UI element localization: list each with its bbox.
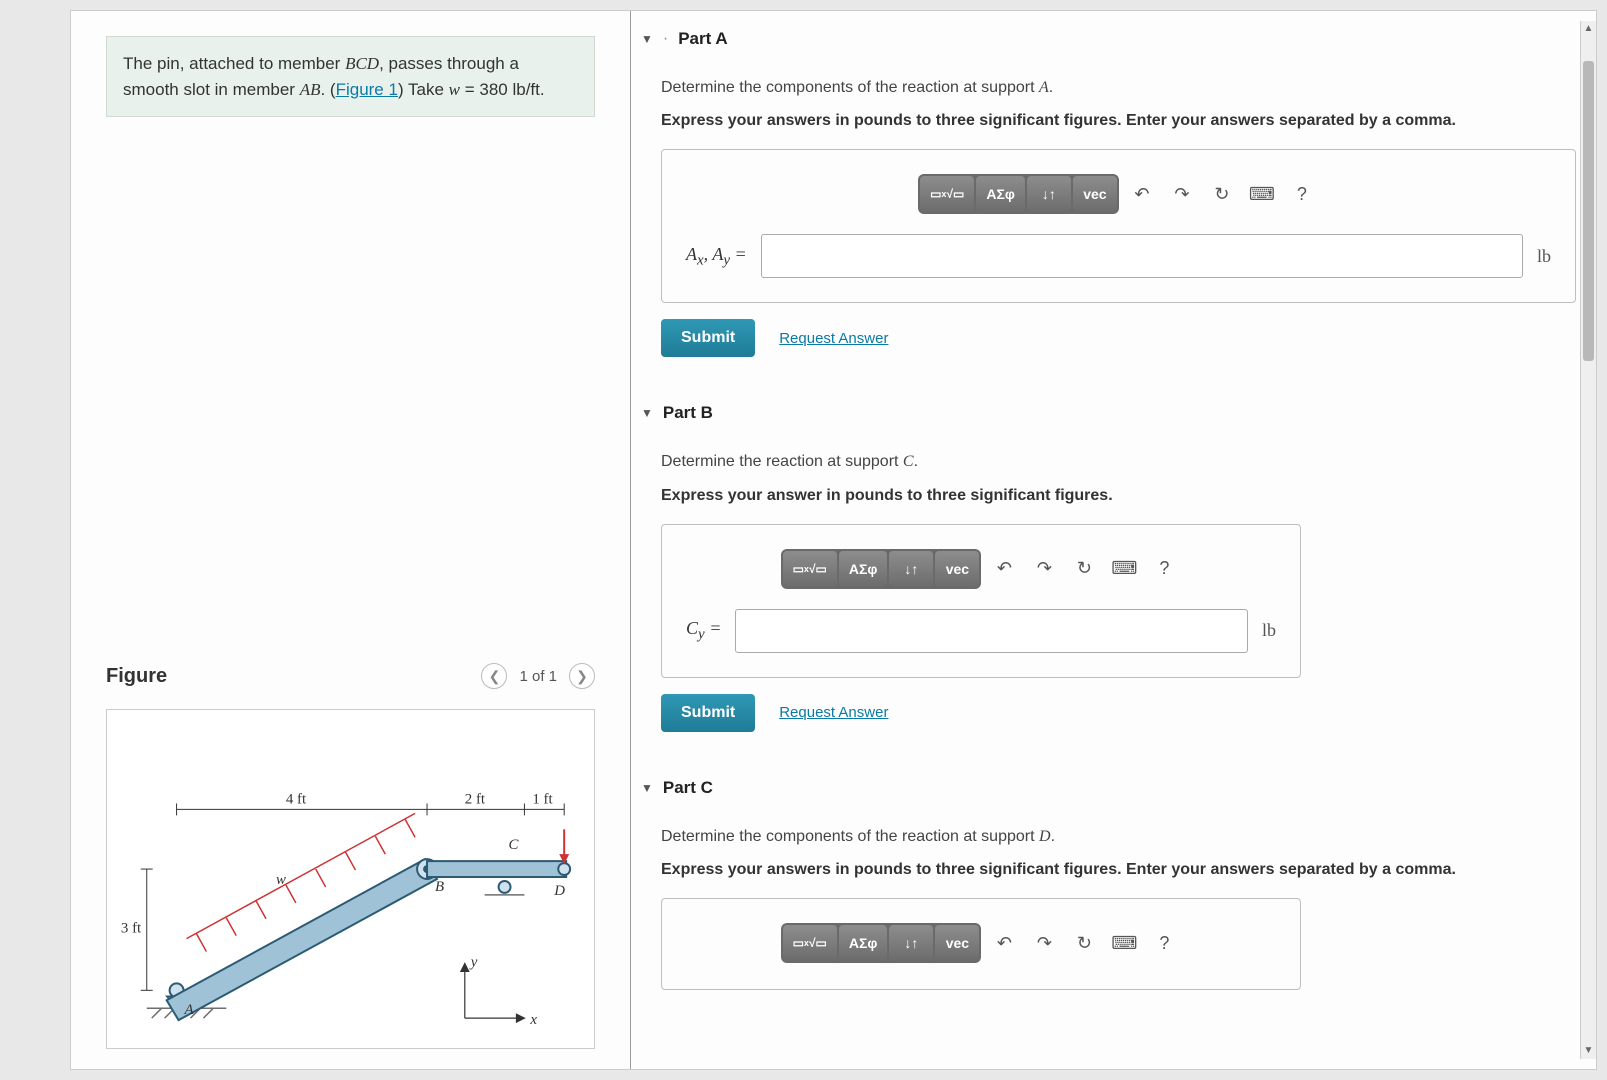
help-button[interactable]: ? [1285,176,1319,212]
figure-next-button[interactable]: ❯ [569,663,595,689]
figure-pager: ❮ 1 of 1 ❯ [481,663,595,689]
part-b-body: Determine the reaction at support C. Exp… [641,441,1576,759]
subsup-button[interactable]: ↓↑ [889,925,933,961]
redo-button[interactable]: ↷ [1027,551,1061,587]
keyboard-button[interactable]: ⌨ [1107,925,1141,961]
part-a-title: Part A [678,29,727,49]
part-a-answer-box: ▭x√▭ ΑΣφ ↓↑ vec ↶ ↷ ↻ ⌨ ? Ax, Ay = lb [661,149,1576,303]
axis-x: x [529,1012,537,1028]
undo-button[interactable]: ↶ [1125,176,1159,212]
figure-link[interactable]: Figure 1 [336,80,398,99]
label-b: B [435,879,444,895]
templates-button[interactable]: ▭x√▭ [920,176,974,212]
part-b-format: Express your answer in pounds to three s… [661,484,1576,508]
problem-text: . ( [320,80,335,99]
caret-down-icon: ▼ [641,32,653,46]
scroll-up-icon[interactable]: ▲ [1581,21,1596,37]
dim-4ft: 4 ft [286,791,307,807]
dim-1ft: 1 ft [532,791,553,807]
subsup-button[interactable]: ↓↑ [889,551,933,587]
part-c-header[interactable]: ▼ Part C [641,760,1576,816]
reset-button[interactable]: ↻ [1067,551,1101,587]
scroll-thumb[interactable] [1583,61,1594,361]
help-button[interactable]: ? [1147,551,1181,587]
label-w: w [276,872,286,888]
part-b-answer-box: ▭x√▭ ΑΣφ ↓↑ vec ↶ ↷ ↻ ⌨ ? Cy = lb [661,524,1301,678]
w-value: = 380 lb/ft. [460,80,545,99]
redo-button[interactable]: ↷ [1027,925,1061,961]
scroll-down-icon[interactable]: ▼ [1581,1043,1596,1059]
help-button[interactable]: ? [1147,925,1181,961]
greek-button[interactable]: ΑΣφ [976,176,1025,212]
math-toolbar-a: ▭x√▭ ΑΣφ ↓↑ vec ↶ ↷ ↻ ⌨ ? [686,174,1551,214]
part-b-var-label: Cy = [686,618,721,644]
part-b-unit: lb [1262,620,1276,641]
templates-button[interactable]: ▭x√▭ [783,925,837,961]
undo-button[interactable]: ↶ [987,551,1021,587]
keyboard-button[interactable]: ⌨ [1107,551,1141,587]
problem-text: ) Take [398,80,449,99]
dim-2ft: 2 ft [465,791,486,807]
part-b-instruction: Determine the reaction at support C. [661,451,1576,473]
part-a-unit: lb [1537,246,1551,267]
member-ab: AB [300,80,321,99]
reset-button[interactable]: ↻ [1067,925,1101,961]
math-toolbar-c: ▭x√▭ ΑΣφ ↓↑ vec ↶ ↷ ↻ ⌨ ? [686,923,1276,963]
part-a-body: Determine the components of the reaction… [641,67,1576,385]
part-c-title: Part C [663,778,713,798]
undo-button[interactable]: ↶ [987,925,1021,961]
answer-panel: ▼ · Part A Determine the components of t… [631,11,1596,1069]
part-b-request-answer[interactable]: Request Answer [779,704,888,721]
templates-button[interactable]: ▭x√▭ [783,551,837,587]
figure-panel: Figure ❮ 1 of 1 ❯ [71,643,630,1069]
member-bcd: BCD [345,54,379,73]
part-b-header[interactable]: ▼ Part B [641,385,1576,441]
vec-button[interactable]: vec [1073,176,1117,212]
part-b-submit-button[interactable]: Submit [661,694,755,732]
greek-button[interactable]: ΑΣφ [839,551,888,587]
left-panel: The pin, attached to member BCD, passes … [71,11,631,1069]
problem-statement: The pin, attached to member BCD, passes … [106,36,595,117]
caret-down-icon: ▼ [641,781,653,795]
part-a-format: Express your answers in pounds to three … [661,109,1576,133]
part-a-header[interactable]: ▼ · Part A [641,11,1576,67]
vertical-scrollbar[interactable]: ▲ ▼ [1580,21,1596,1059]
keyboard-button[interactable]: ⌨ [1245,176,1279,212]
greek-button[interactable]: ΑΣφ [839,925,888,961]
part-a-request-answer[interactable]: Request Answer [779,330,888,347]
dim-3ft: 3 ft [121,921,142,937]
label-c: C [509,837,520,853]
figure-diagram: 4 ft 2 ft 1 ft 3 ft w A B C D x y [106,709,595,1049]
figure-title: Figure [106,665,167,688]
part-a-var-label: Ax, Ay = [686,244,747,270]
label-d: D [553,883,565,899]
part-c-format: Express your answers in pounds to three … [661,858,1576,882]
problem-text: The pin, attached to member [123,54,345,73]
part-a-instruction: Determine the components of the reaction… [661,77,1576,99]
label-a: A [184,1002,195,1018]
axis-y: y [469,954,478,970]
math-toolbar-b: ▭x√▭ ΑΣφ ↓↑ vec ↶ ↷ ↻ ⌨ ? [686,549,1276,589]
caret-down-icon: ▼ [641,406,653,420]
part-b-title: Part B [663,403,713,423]
part-a-input[interactable] [761,234,1523,278]
figure-page-label: 1 of 1 [519,668,557,685]
vec-button[interactable]: vec [935,925,979,961]
part-c-answer-box: ▭x√▭ ΑΣφ ↓↑ vec ↶ ↷ ↻ ⌨ ? [661,898,1301,990]
reset-button[interactable]: ↻ [1205,176,1239,212]
figure-prev-button[interactable]: ❮ [481,663,507,689]
part-b-input[interactable] [735,609,1248,653]
vec-button[interactable]: vec [935,551,979,587]
part-a-submit-button[interactable]: Submit [661,319,755,357]
subsup-button[interactable]: ↓↑ [1027,176,1071,212]
part-c-body: Determine the components of the reaction… [641,816,1576,1034]
part-c-instruction: Determine the components of the reaction… [661,826,1576,848]
redo-button[interactable]: ↷ [1165,176,1199,212]
w-var: w [449,80,460,99]
